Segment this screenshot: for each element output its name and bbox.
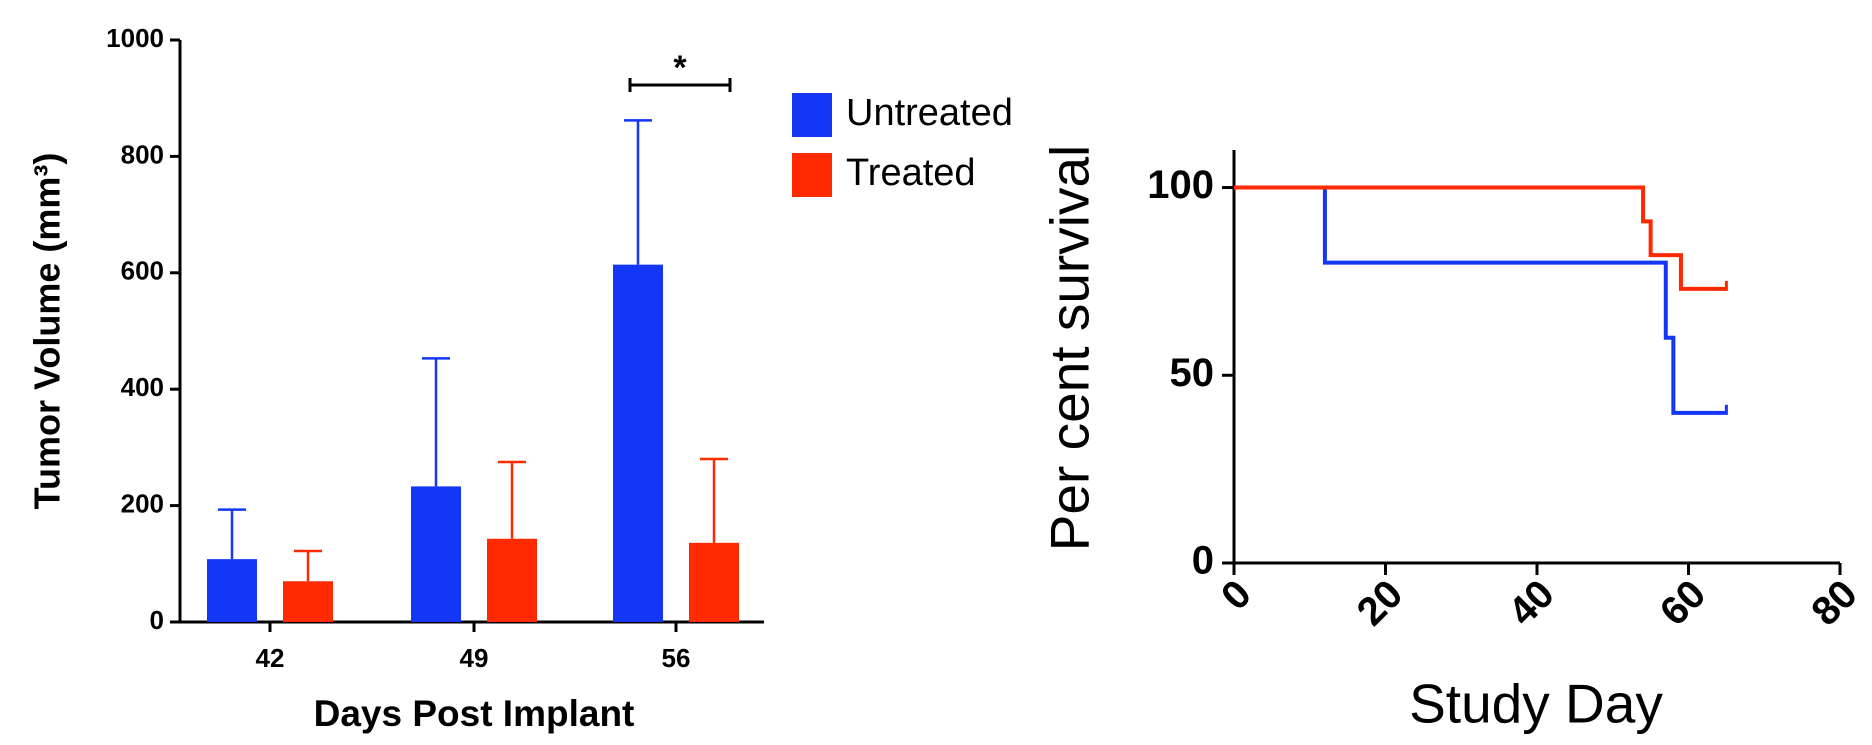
x-tick-label: 60 [1652,572,1715,635]
bar [411,486,461,622]
y-tick-label: 1000 [106,23,164,53]
y-tick-label: 600 [121,256,164,286]
x-tick-label: 40 [1500,572,1563,635]
legend-label: Untreated [846,92,1013,134]
y-tick-label: 100 [1147,163,1214,207]
error-bar [294,549,322,582]
significance-bracket [628,78,732,92]
legend-label: Treated [846,152,976,194]
y-tick-label: 400 [121,372,164,402]
x-tick-label: 80 [1803,572,1866,635]
y-axis-title: Tumor Volume (mm³) [27,153,68,510]
legend-swatch [792,93,832,137]
error-bar [700,457,728,543]
x-axis-title: Days Post Implant [314,693,635,734]
y-tick-label: 200 [121,488,164,518]
bar [283,581,333,622]
bar [689,542,739,622]
x-tick-label: 42 [256,643,285,673]
error-bar [218,508,246,560]
bar [613,264,663,622]
bar [207,559,257,622]
y-tick-label: 0 [1192,539,1214,583]
y-tick-label: 50 [1170,351,1215,395]
error-bar [624,119,652,265]
bar [487,538,537,622]
legend-swatch [792,153,832,197]
x-tick-label: 49 [460,643,489,673]
x-tick-label: 0 [1213,572,1260,619]
x-axis-title: Study Day [1409,673,1663,735]
annotation: * [673,49,687,87]
survival-line [1234,185,1727,415]
x-tick-label: 56 [662,643,691,673]
error-bar [422,357,450,487]
y-tick-label: 0 [150,605,164,635]
y-tick-label: 800 [121,139,164,169]
survival-line [1234,185,1727,291]
x-tick-label: 20 [1349,572,1412,635]
error-bar [498,460,526,539]
y-axis-title: Per cent survival [1039,145,1101,552]
